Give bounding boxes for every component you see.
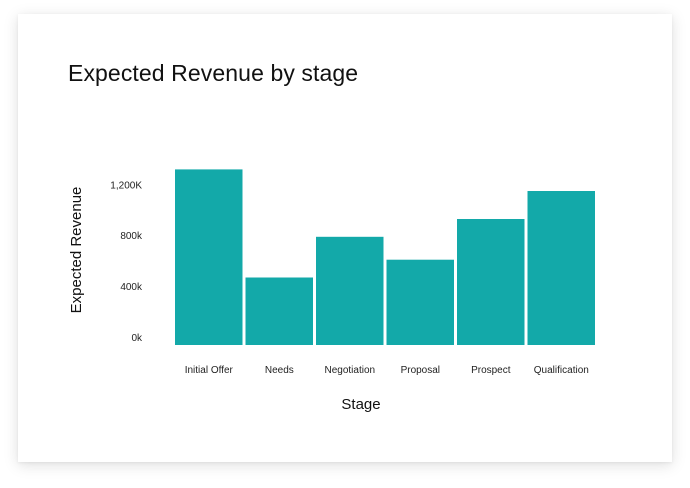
bar-negotiation bbox=[316, 236, 384, 345]
x-tick-label: Proposal bbox=[401, 365, 440, 376]
bar-chart: 0k 400k 800k 1,200K Initial Offer Needs Negot… bbox=[68, 169, 595, 413]
x-tick-label: Qualification bbox=[534, 365, 589, 376]
y-tick-label: 400k bbox=[120, 282, 143, 293]
y-tick-label: 1,200K bbox=[110, 180, 142, 191]
y-axis-title: Expected Revenue bbox=[68, 187, 85, 314]
chart-card: Expected Revenue by stage 0k 400k 800k 1,20… bbox=[18, 14, 672, 462]
bar-initial-offer bbox=[175, 169, 243, 345]
y-tick-label: 800k bbox=[120, 231, 143, 242]
y-tick-label: 0k bbox=[131, 333, 143, 344]
bar-qualification bbox=[527, 191, 595, 345]
bar-needs bbox=[245, 277, 313, 345]
bar-proposal bbox=[386, 259, 454, 345]
x-tick-label: Initial Offer bbox=[185, 365, 234, 376]
x-axis-title: Stage bbox=[341, 396, 380, 413]
bar-prospect bbox=[457, 219, 525, 345]
x-axis-labels: Initial Offer Needs Negotiation Proposal Pro… bbox=[185, 365, 589, 376]
x-tick-label: Needs bbox=[265, 365, 294, 376]
x-tick-label: Prospect bbox=[471, 365, 511, 376]
x-tick-label: Negotiation bbox=[325, 365, 376, 376]
chart-title: Expected Revenue by stage bbox=[68, 60, 359, 86]
y-axis-ticks: 0k 400k 800k 1,200K bbox=[110, 180, 143, 344]
bars bbox=[175, 169, 595, 345]
